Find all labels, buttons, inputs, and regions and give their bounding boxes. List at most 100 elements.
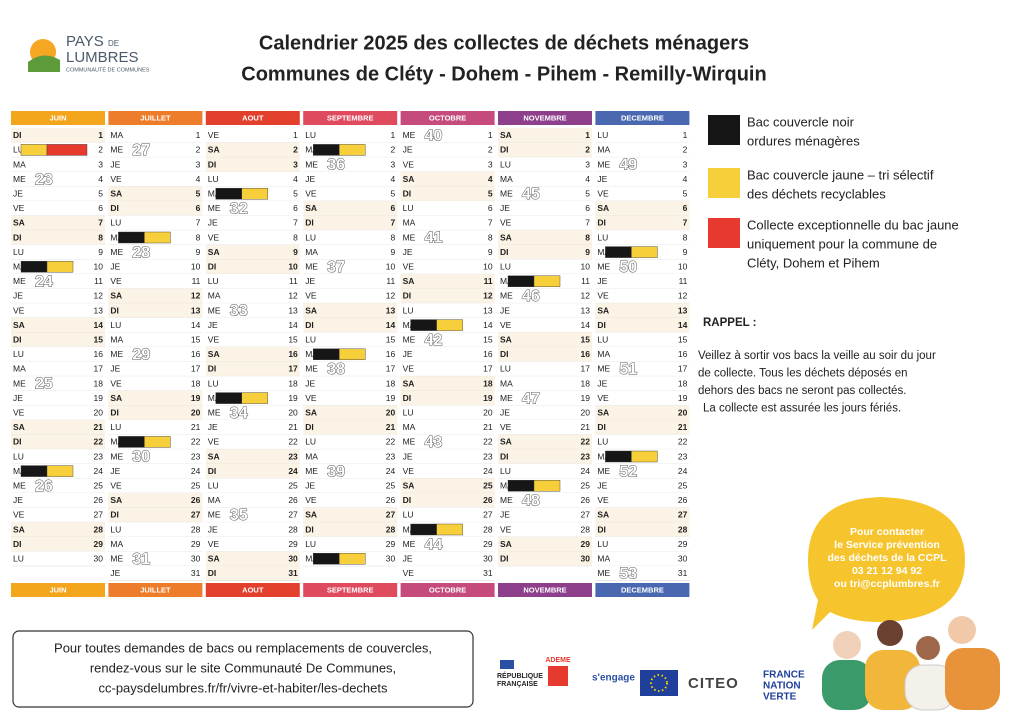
day-abbr: VE bbox=[500, 524, 512, 534]
day-abbr: MA bbox=[208, 291, 221, 301]
day-row bbox=[400, 259, 495, 274]
collection-noir bbox=[118, 436, 145, 448]
day-number: 30 bbox=[678, 553, 688, 563]
day-number: 23 bbox=[386, 451, 396, 461]
day-abbr: DI bbox=[208, 568, 217, 578]
logo: PAYS DE LUMBRES COMMUNAUTÉ DE COMMUNES bbox=[28, 33, 150, 73]
day-number: 24 bbox=[678, 466, 688, 476]
day-number: 1 bbox=[196, 130, 201, 140]
day-abbr: JE bbox=[500, 407, 510, 417]
day-number: 19 bbox=[483, 393, 493, 403]
week-number: 35 bbox=[230, 507, 248, 524]
day-abbr: JE bbox=[500, 203, 510, 213]
day-abbr: SA bbox=[305, 510, 317, 520]
collection-jaune bbox=[631, 246, 658, 258]
day-abbr: SA bbox=[403, 174, 415, 184]
person bbox=[948, 616, 976, 644]
day-row bbox=[108, 171, 203, 187]
day-number: 19 bbox=[94, 393, 104, 403]
day-abbr: JE bbox=[13, 495, 23, 505]
day-abbr: SA bbox=[500, 334, 512, 344]
day-abbr: ME bbox=[13, 174, 26, 184]
day-number: 23 bbox=[678, 451, 688, 461]
day-number: 9 bbox=[488, 247, 493, 257]
day-row bbox=[11, 507, 105, 523]
day-number: 6 bbox=[196, 203, 201, 213]
day-row bbox=[400, 361, 495, 377]
logo-text: RÉPUBLIQUE bbox=[497, 671, 543, 680]
day-number: 30 bbox=[581, 553, 591, 563]
month-header bbox=[595, 583, 690, 597]
week-number: 30 bbox=[132, 449, 150, 466]
day-number: 23 bbox=[191, 451, 201, 461]
day-number: 1 bbox=[98, 130, 103, 140]
person bbox=[916, 636, 940, 660]
day-abbr: LU bbox=[597, 334, 608, 344]
day-row bbox=[11, 230, 105, 245]
collection-noir bbox=[605, 450, 632, 463]
day-number: 7 bbox=[196, 218, 201, 228]
day-abbr: LU bbox=[305, 334, 316, 344]
day-row bbox=[205, 288, 300, 304]
day-number: 9 bbox=[585, 247, 590, 257]
day-abbr: DI bbox=[208, 261, 217, 271]
day-number: 7 bbox=[390, 218, 395, 228]
week-number: 28 bbox=[132, 244, 150, 261]
day-abbr: ME bbox=[597, 568, 610, 578]
day-number: 25 bbox=[288, 480, 298, 490]
day-abbr: DI bbox=[500, 247, 509, 257]
day-number: 18 bbox=[678, 378, 688, 388]
day-row bbox=[205, 566, 300, 581]
day-number: 10 bbox=[191, 261, 201, 271]
day-row bbox=[108, 244, 203, 260]
day-number: 31 bbox=[678, 568, 688, 578]
day-number: 9 bbox=[196, 247, 201, 257]
day-number: 16 bbox=[581, 349, 591, 359]
day-row bbox=[11, 449, 105, 464]
day-abbr: JE bbox=[403, 451, 413, 461]
day-number: 30 bbox=[288, 553, 298, 563]
day-row bbox=[595, 361, 690, 377]
day-number: 15 bbox=[581, 334, 591, 344]
day-row bbox=[498, 376, 592, 391]
day-row bbox=[303, 171, 398, 187]
day-number: 10 bbox=[386, 261, 396, 271]
day-abbr: SA bbox=[13, 524, 25, 534]
day-abbr: DI bbox=[305, 422, 314, 432]
week-number: 29 bbox=[132, 347, 150, 364]
day-number: 10 bbox=[581, 261, 591, 271]
week-number: 43 bbox=[425, 434, 443, 451]
day-number: 16 bbox=[386, 349, 396, 359]
day-number: 7 bbox=[293, 218, 298, 228]
day-abbr: JE bbox=[208, 320, 218, 330]
day-number: 19 bbox=[288, 393, 298, 403]
legend-text: uniquement pour la commune de bbox=[747, 236, 937, 251]
day-row bbox=[303, 288, 398, 304]
day-abbr: JE bbox=[305, 480, 315, 490]
collection-noir bbox=[605, 246, 632, 258]
day-number: 5 bbox=[683, 188, 688, 198]
day-row bbox=[303, 420, 398, 435]
day-row bbox=[595, 274, 690, 289]
day-abbr: ME bbox=[305, 364, 318, 374]
day-row bbox=[205, 259, 300, 274]
day-number: 23 bbox=[581, 451, 591, 461]
day-abbr: VE bbox=[208, 334, 220, 344]
day-number: 28 bbox=[581, 524, 591, 534]
day-number: 21 bbox=[581, 422, 591, 432]
week-number: 53 bbox=[619, 566, 637, 583]
day-row bbox=[400, 332, 495, 347]
day-row bbox=[108, 493, 203, 508]
day-number: 9 bbox=[390, 247, 395, 257]
footer: Pour toutes demandes de bacs ou remplace… bbox=[54, 640, 432, 695]
day-row bbox=[11, 522, 105, 537]
day-abbr: DI bbox=[403, 188, 412, 198]
day-abbr: MA bbox=[305, 451, 318, 461]
day-abbr: VE bbox=[110, 480, 122, 490]
day-row bbox=[205, 361, 300, 377]
logo-text: FRANÇAISE bbox=[497, 681, 538, 688]
day-abbr: LU bbox=[500, 364, 511, 374]
day-abbr: DI bbox=[305, 524, 314, 534]
day-number: 15 bbox=[483, 334, 493, 344]
day-abbr: ME bbox=[403, 539, 416, 549]
